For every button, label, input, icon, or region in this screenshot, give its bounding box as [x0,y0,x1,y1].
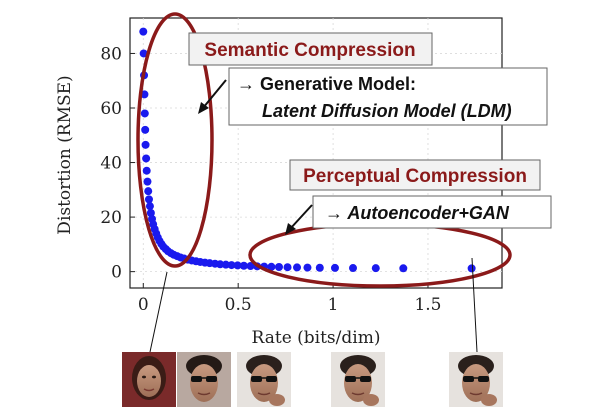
data-point [140,90,149,99]
data-point [330,263,339,272]
connector-line-low-rate [149,271,168,353]
semantic-compression-label: Semantic Compression [204,40,415,61]
man-sunglasses-thumbnail [449,352,503,407]
autoencoder-gan-label: → Autoencoder+GAN [325,203,510,223]
y-axis-label: Distortion (RMSE) [55,75,75,234]
data-point [246,262,255,271]
data-point [227,261,236,270]
data-point [267,262,276,271]
data-point [315,263,324,272]
data-point [349,264,358,273]
perceptual-arrow [289,204,313,230]
perceptual-compression-label: Perceptual Compression [303,166,527,187]
generative-model-box [228,67,548,126]
y-tick-label: 40 [100,154,122,174]
data-point [145,202,154,211]
data-point [142,166,151,175]
data-point [399,264,408,273]
data-point [143,177,152,186]
y-tick-label: 20 [100,208,122,228]
y-tick-label: 0 [111,263,122,283]
autoencoder-box [312,195,552,229]
data-point [467,264,476,273]
data-point [146,209,155,217]
data-point [139,49,148,58]
x-tick-label: 0.5 [225,295,252,315]
semantic-arrow [202,79,227,109]
data-point [274,263,283,271]
man-sunglasses-thumbnail [331,352,385,407]
x-axis-label: Rate (bits/dim) [252,328,381,348]
generative-model-label: → Generative Model: [237,74,416,94]
man-sunglasses-thumbnail [177,352,231,407]
data-point [140,109,149,118]
y-tick-label: 80 [100,44,122,64]
x-tick-label: 0 [138,295,149,315]
data-point [216,260,225,269]
data-point [293,263,302,272]
data-point [142,154,151,163]
data-point [283,263,292,272]
x-tick-label: 1 [328,295,339,315]
axis-ticks: 0 0.5 1 1.5 0 20 40 60 80 [100,44,441,315]
data-point [303,263,312,272]
data-point [141,140,150,149]
data-point [139,27,148,36]
data-point [144,187,153,196]
semantic-compression-box [188,32,433,66]
connector-line-high-rate [471,257,478,353]
perceptual-arrow-head [285,223,296,235]
data-point [141,125,150,134]
data-point [144,195,153,204]
semantic-region-ellipse [136,12,214,268]
data-point [371,264,380,273]
x-tick-label: 1.5 [414,295,441,315]
data-point [221,260,230,269]
man-sunglasses-thumbnail [237,352,291,407]
data-point [233,261,242,270]
semantic-arrow-head [198,102,209,114]
woman-face-thumbnail [122,352,176,407]
ldm-label: Latent Diffusion Model (LDM) [262,101,512,121]
data-point [239,261,248,270]
perceptual-compression-box [289,159,541,191]
y-tick-label: 60 [100,99,122,119]
